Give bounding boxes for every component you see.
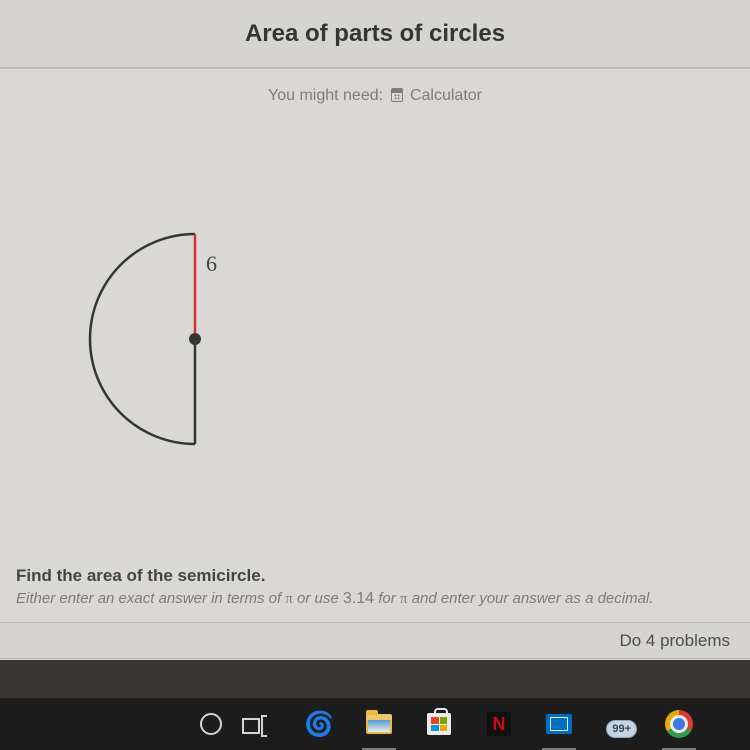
chrome-icon[interactable]: [656, 704, 702, 744]
prompt-block: Find the area of the semicircle. Either …: [16, 566, 734, 608]
file-explorer-icon[interactable]: [356, 704, 402, 744]
helper-tool-label[interactable]: Calculator: [410, 87, 482, 104]
helper-prefix: You might need:: [268, 87, 383, 104]
prompt-sub: Either enter an exact answer in terms of…: [16, 590, 734, 608]
taskview-icon[interactable]: [242, 715, 264, 733]
mail-icon[interactable]: [536, 704, 582, 744]
prompt-sub-4: and enter your answer as a decimal.: [407, 590, 653, 607]
prompt-sub-3: for: [374, 590, 400, 607]
desk-gap: [0, 660, 750, 698]
page-title: Area of parts of circles: [245, 20, 505, 48]
do-problems-button[interactable]: Do 4 problems: [619, 631, 730, 651]
semicircle-arc: [90, 234, 195, 444]
ms-store-icon[interactable]: [416, 704, 462, 744]
problem-panel: You might need: Calculator 6 Find the ar…: [0, 68, 750, 623]
radius-label: 6: [206, 251, 217, 277]
semicircle-figure: 6: [60, 199, 260, 479]
center-point: [189, 333, 201, 345]
prompt-sub-2: or use: [293, 590, 343, 607]
pi-symbol-1: π: [285, 591, 293, 607]
edge-icon[interactable]: 🌀: [296, 704, 342, 744]
pi-approx: 3.14: [343, 590, 374, 607]
app-window: Area of parts of circles You might need:…: [0, 0, 750, 660]
calculator-icon[interactable]: [391, 88, 403, 102]
cortana-icon[interactable]: [200, 713, 222, 735]
helper-row: You might need: Calculator: [0, 69, 750, 113]
prompt-sub-1: Either enter an exact answer in terms of: [16, 590, 285, 607]
windows-taskbar: 🌀 N 99+: [0, 698, 750, 750]
notification-badge[interactable]: 99+: [596, 704, 642, 744]
prompt-main: Find the area of the semicircle.: [16, 566, 734, 586]
semicircle-svg: [60, 199, 260, 479]
netflix-icon[interactable]: N: [476, 704, 522, 744]
title-bar: Area of parts of circles: [0, 0, 750, 68]
footer-bar: Do 4 problems: [0, 623, 750, 659]
